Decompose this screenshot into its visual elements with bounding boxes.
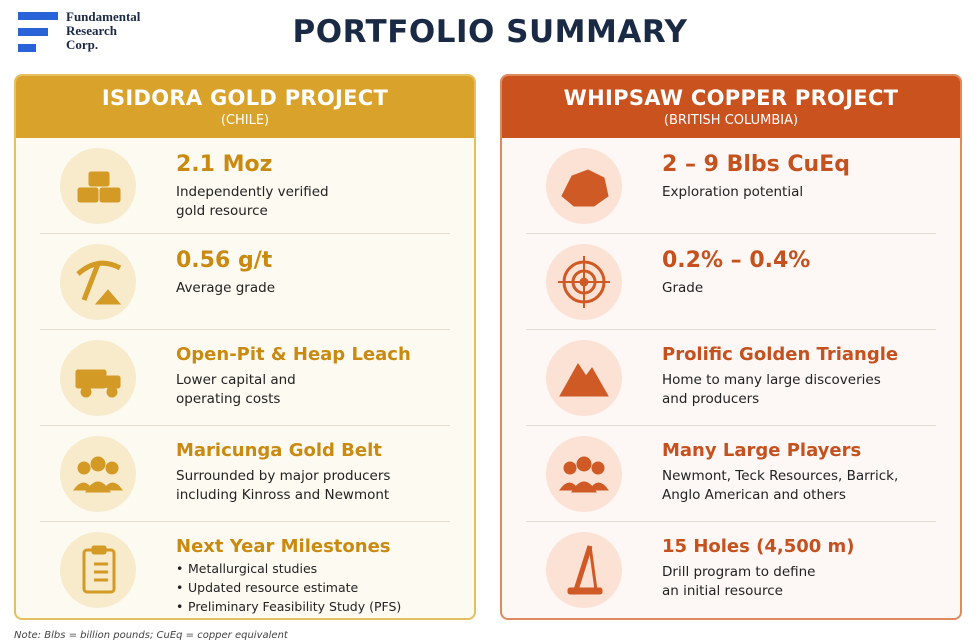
feature-description: Newmont, Teck Resources, Barrick,	[662, 468, 899, 484]
logo: Fundamental Research Corp.	[18, 10, 158, 56]
feature-description: operating costs	[176, 391, 281, 407]
feature-row: Maricunga Gold Belt Surrounded by major p…	[40, 426, 450, 522]
feature-icon	[60, 340, 136, 416]
feature-bullet: Updated resource estimate	[176, 578, 450, 597]
feature-headline: 0.2% – 0.4%	[662, 248, 811, 273]
feature-row: 2.1 Moz Independently verified gold resour…	[40, 138, 450, 234]
feature-description: gold resource	[176, 203, 268, 219]
feature-row: 0.2% – 0.4% Grade	[526, 234, 936, 330]
feature-description: and producers	[662, 391, 760, 407]
logo-line: Corp.	[66, 37, 99, 52]
feature-description: Exploration potential	[662, 184, 804, 200]
logo-bar	[18, 12, 58, 20]
feature-description: Anglo American and others	[662, 487, 846, 503]
feature-icon	[546, 436, 622, 512]
feature-text: 0.56 g/t Average grade	[176, 248, 450, 298]
feature-row: Next Year Milestones Metallurgical studie…	[40, 522, 450, 618]
feature-description: Home to many large discoveries	[662, 372, 881, 388]
feature-headline: 0.56 g/t	[176, 248, 273, 273]
project-panel: WHIPSAW COPPER PROJECT (BRITISH COLUMBIA)…	[500, 74, 962, 620]
feature-headline: Prolific Golden Triangle	[662, 344, 899, 365]
feature-description: Grade	[662, 280, 704, 296]
feature-text: Open-Pit & Heap Leach Lower capital and op…	[176, 344, 450, 409]
feature-bullet: Preliminary Feasibility Study (PFS)	[176, 597, 450, 616]
feature-description: Drill program to define	[662, 564, 816, 580]
feature-icon	[546, 340, 622, 416]
footnote: Note: Blbs = billion pounds; CuEq = copp…	[14, 630, 288, 641]
feature-headline: Many Large Players	[662, 440, 862, 461]
feature-icon	[546, 244, 622, 320]
panel-header: WHIPSAW COPPER PROJECT (BRITISH COLUMBIA)	[502, 76, 960, 138]
feature-headline: 15 Holes (4,500 m)	[662, 536, 855, 557]
feature-headline: 2 – 9 Blbs CuEq	[662, 152, 850, 177]
logo-line: Fundamental	[66, 9, 141, 24]
feature-icon	[60, 436, 136, 512]
feature-row: Prolific Golden Triangle Home to many lar…	[526, 330, 936, 426]
feature-row: Many Large Players Newmont, Teck Resource…	[526, 426, 936, 522]
logo-text: Fundamental Research Corp.	[66, 10, 140, 52]
feature-text: Many Large Players Newmont, Teck Resource…	[662, 440, 936, 505]
logo-bar	[18, 44, 36, 52]
panel-subtitle: (BRITISH COLUMBIA)	[663, 113, 799, 128]
feature-icon	[60, 148, 136, 224]
panel-title: ISIDORA GOLD PROJECT	[101, 86, 389, 110]
panel-subtitle: (CHILE)	[220, 113, 270, 128]
feature-description: including Kinross and Newmont	[176, 487, 390, 503]
feature-bullet: Metallurgical studies	[176, 559, 450, 578]
logo-line: Research	[66, 23, 118, 38]
logo-bar	[18, 28, 48, 36]
feature-text: 0.2% – 0.4% Grade	[662, 248, 936, 298]
project-panel: ISIDORA GOLD PROJECT (CHILE) 2.1 Moz Indepe…	[14, 74, 476, 620]
feature-icon	[60, 244, 136, 320]
feature-text: Prolific Golden Triangle Home to many lar…	[662, 344, 936, 409]
panel-title: WHIPSAW COPPER PROJECT	[563, 86, 899, 110]
feature-description: an initial resource	[662, 583, 783, 599]
panel-header: ISIDORA GOLD PROJECT (CHILE)	[16, 76, 474, 138]
feature-icon	[546, 532, 622, 608]
feature-description: Surrounded by major producers	[176, 468, 391, 484]
feature-text: Next Year Milestones Metallurgical studie…	[176, 536, 450, 616]
page-title: PORTFOLIO SUMMARY	[292, 14, 688, 50]
feature-text: 15 Holes (4,500 m) Drill program to defin…	[662, 536, 936, 601]
feature-text: 2 – 9 Blbs CuEq Exploration potential	[662, 152, 936, 202]
feature-row: Open-Pit & Heap Leach Lower capital and op…	[40, 330, 450, 426]
feature-row: 15 Holes (4,500 m) Drill program to defin…	[526, 522, 936, 618]
feature-text: 2.1 Moz Independently verified gold resour…	[176, 152, 450, 221]
feature-text: Maricunga Gold Belt Surrounded by major p…	[176, 440, 450, 505]
feature-description: Lower capital and	[176, 372, 296, 388]
feature-row: 2 – 9 Blbs CuEq Exploration potential	[526, 138, 936, 234]
feature-headline: Open-Pit & Heap Leach	[176, 344, 411, 365]
feature-icon	[60, 532, 136, 608]
feature-icon	[546, 148, 622, 224]
feature-headline: 2.1 Moz	[176, 152, 273, 177]
feature-description: Average grade	[176, 280, 275, 296]
feature-row: 0.56 g/t Average grade	[40, 234, 450, 330]
feature-headline: Maricunga Gold Belt	[176, 440, 382, 461]
feature-description: Independently verified	[176, 184, 329, 200]
feature-headline: Next Year Milestones	[176, 536, 391, 557]
